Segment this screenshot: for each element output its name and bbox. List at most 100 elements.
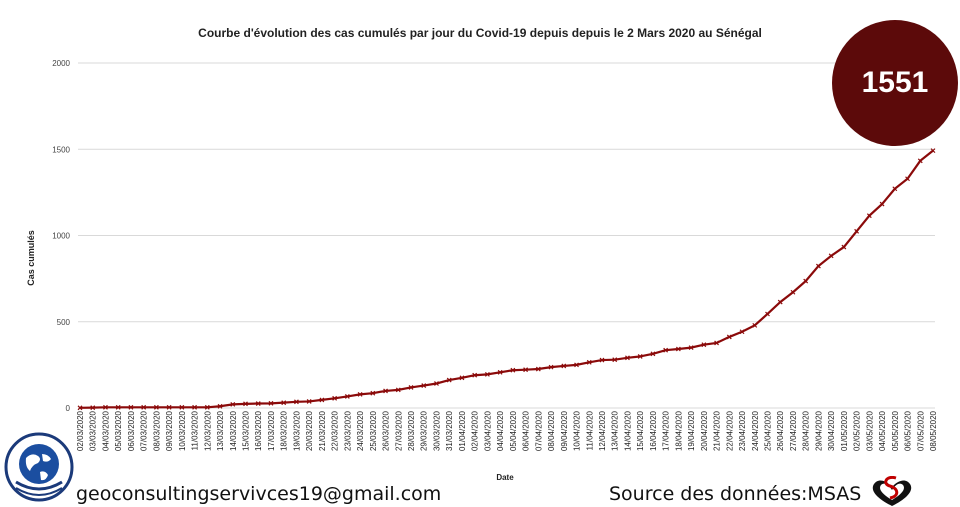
data-point (217, 403, 223, 409)
x-tick-label: 10/04/2020 (573, 410, 582, 451)
x-tick-label: 09/04/2020 (560, 410, 569, 451)
x-tick-label: 25/03/2020 (369, 410, 378, 451)
data-point (866, 213, 872, 219)
total-cases-value: 1551 (861, 66, 929, 99)
y-axis-ticks: 0 500 1000 1500 2000 (52, 59, 70, 413)
x-tick-label: 04/05/2020 (878, 410, 887, 451)
data-point (701, 342, 707, 348)
data-point (421, 383, 427, 388)
chart-title: Courbe d'évolution des cas cumulés par j… (198, 26, 762, 40)
x-tick-label: 16/04/2020 (649, 410, 658, 451)
x-tick-label: 30/03/2020 (432, 410, 441, 451)
x-tick-label: 05/05/2020 (891, 410, 900, 451)
data-point (103, 404, 108, 410)
data-point (459, 375, 465, 381)
data-point (484, 371, 490, 377)
x-tick-label: 05/04/2020 (509, 410, 518, 451)
chart-grid (78, 62, 935, 409)
data-point (332, 395, 338, 401)
x-tick-label: 18/04/2020 (674, 410, 683, 451)
x-tick-label: 04/03/2020 (101, 410, 110, 451)
data-point (90, 405, 96, 411)
y-tick-label: 2000 (52, 59, 70, 68)
x-tick-label: 03/03/2020 (89, 410, 98, 451)
x-tick-label: 06/04/2020 (522, 410, 531, 451)
x-tick-label: 28/03/2020 (407, 410, 416, 451)
data-point (803, 278, 809, 284)
x-tick-label: 19/03/2020 (292, 410, 301, 451)
data-point (930, 148, 936, 154)
x-tick-label: 21/03/2020 (318, 410, 327, 451)
data-point (663, 347, 669, 353)
x-tick-label: 26/04/2020 (776, 410, 785, 451)
data-point (370, 390, 376, 396)
data-point (574, 362, 579, 368)
x-tick-label: 23/04/2020 (738, 410, 747, 451)
data-point (790, 289, 796, 295)
data-point (472, 372, 478, 378)
x-tick-label: 13/03/2020 (216, 410, 225, 451)
geoconsulting-logo-icon (4, 432, 74, 502)
data-point (917, 158, 923, 164)
data-point (319, 397, 325, 403)
data-point (281, 400, 287, 406)
x-tick-label: 24/03/2020 (356, 410, 365, 451)
y-tick-label: 1000 (52, 232, 70, 241)
x-tick-label: 12/04/2020 (598, 410, 607, 451)
x-tick-label: 21/04/2020 (713, 410, 722, 451)
x-tick-label: 30/04/2020 (827, 410, 836, 451)
x-tick-label: 14/04/2020 (623, 410, 632, 451)
total-cases-badge: 1551 (832, 20, 958, 146)
data-point (892, 186, 898, 192)
x-tick-label: 16/03/2020 (254, 410, 263, 451)
data-point (306, 399, 312, 404)
data-point (815, 263, 821, 269)
x-tick-label: 27/03/2020 (394, 410, 403, 451)
data-point (752, 322, 758, 328)
x-tick-label: 29/03/2020 (420, 410, 429, 451)
data-point (841, 244, 847, 250)
x-tick-label: 07/04/2020 (534, 410, 543, 451)
x-tick-label: 02/03/2020 (76, 410, 85, 451)
x-tick-label: 15/04/2020 (636, 410, 645, 451)
footer-email: geoconsultingservivces19@gmail.com (76, 483, 442, 505)
series-points (77, 148, 936, 411)
data-point (243, 401, 248, 407)
x-tick-label: 07/05/2020 (916, 410, 925, 451)
data-point (905, 176, 910, 182)
data-point (535, 366, 541, 372)
data-point (777, 299, 783, 305)
y-tick-label: 1500 (52, 145, 70, 154)
x-axis-ticks: 02/03/2020 03/03/2020 04/03/2020 05/03/2020… (76, 410, 938, 451)
x-tick-label: 26/03/2020 (382, 410, 391, 451)
x-tick-label: 24/04/2020 (751, 410, 760, 451)
data-point (739, 329, 745, 335)
data-point (230, 401, 236, 407)
x-tick-label: 23/03/2020 (343, 410, 352, 451)
x-tick-label: 11/03/2020 (191, 410, 200, 450)
x-tick-label: 12/03/2020 (203, 410, 212, 451)
data-point (166, 404, 172, 410)
data-point (599, 357, 605, 363)
x-tick-label: 03/05/2020 (865, 410, 874, 451)
data-point (408, 385, 414, 390)
x-tick-label: 19/04/2020 (687, 410, 696, 451)
y-axis-label: Cas cumulés (26, 230, 36, 286)
data-point (510, 367, 516, 373)
data-point (77, 405, 83, 411)
x-axis-label: Date (496, 473, 514, 482)
y-tick-label: 500 (57, 318, 71, 327)
msas-logo-icon (872, 476, 912, 506)
x-tick-label: 08/05/2020 (929, 410, 938, 451)
data-point (497, 369, 503, 375)
data-point (688, 345, 694, 351)
y-tick-label: 0 (66, 404, 71, 413)
x-tick-label: 22/03/2020 (331, 410, 340, 451)
data-point (650, 351, 656, 357)
data-point (115, 404, 121, 410)
data-point (153, 404, 159, 410)
data-point (255, 401, 261, 406)
x-tick-label: 02/04/2020 (471, 410, 480, 451)
x-tick-label: 29/04/2020 (814, 410, 823, 451)
